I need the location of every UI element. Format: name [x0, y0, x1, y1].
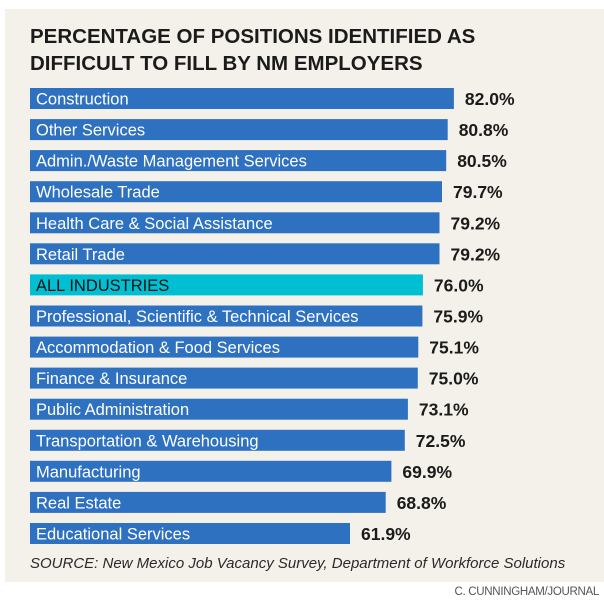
bar: [30, 150, 447, 172]
bar: [30, 523, 350, 544]
value-label: 72.5%: [416, 431, 466, 451]
category-label: Real Estate: [36, 494, 121, 512]
bar: [30, 181, 442, 203]
bar: [30, 119, 448, 141]
bar-row: Retail Trade 79.2%: [30, 243, 501, 264]
category-label: Manufacturing: [36, 463, 141, 481]
bar: [30, 460, 392, 482]
bar-row: ALL INDUSTRIES 76.0%: [30, 274, 484, 296]
source-note: SOURCE: New Mexico Job Vacancy Survey, D…: [30, 555, 566, 572]
value-label: 68.8%: [397, 493, 447, 513]
value-label: 79.2%: [451, 244, 501, 264]
bar-row: Transportation & Warehousing 72.5%: [30, 429, 466, 451]
category-label: Admin./Waste Management Services: [36, 153, 307, 171]
bar: [30, 88, 454, 109]
bar-row: Wholesale Trade 79.7%: [30, 181, 503, 203]
chart-title-line-2: DIFFICULT TO FILL BY NM EMPLOYERS: [30, 52, 423, 75]
value-label: 80.8%: [459, 120, 509, 140]
bar: [30, 336, 419, 358]
category-label: ALL INDUSTRIES: [36, 277, 169, 295]
bar: [30, 305, 423, 327]
bar: [30, 367, 418, 389]
bar-row: Public Administration 73.1%: [30, 398, 469, 420]
value-label: 76.0%: [434, 275, 484, 295]
category-label: Health Care & Social Assistance: [36, 215, 273, 233]
bar-row: Manufacturing 69.9%: [30, 460, 452, 482]
bar-row: Accommodation & Food Services 75.1%: [30, 336, 479, 358]
category-label: Professional, Scientific & Technical Ser…: [36, 308, 359, 326]
chart-title: PERCENTAGE OF POSITIONS IDENTIFIED AS DI…: [30, 23, 475, 77]
chart-title-line-1: PERCENTAGE OF POSITIONS IDENTIFIED AS: [30, 25, 476, 48]
credit-line: C. CUNNINGHAM/JOURNAL: [454, 586, 600, 598]
bar: [30, 398, 408, 420]
bar-row: Admin./Waste Management Services 80.5%: [30, 150, 507, 172]
bar-row: Other Services 80.8%: [30, 119, 509, 141]
bar: [30, 491, 386, 513]
bar-row: Finance & Insurance 75.0%: [30, 367, 479, 389]
value-label: 61.9%: [361, 524, 411, 544]
category-label: Public Administration: [36, 401, 189, 419]
category-label: Other Services: [36, 122, 145, 140]
bar-all-industries: [30, 274, 423, 296]
bar-row: Real Estate 68.8%: [30, 491, 447, 513]
category-label: Finance & Insurance: [36, 370, 187, 388]
category-label: Educational Services: [36, 526, 190, 544]
bar: [30, 243, 440, 265]
bar: [30, 429, 405, 451]
bar-row: Educational Services 61.9%: [30, 523, 411, 544]
bar-row: Professional, Scientific & Technical Ser…: [30, 305, 483, 327]
value-label: 79.2%: [451, 213, 501, 233]
category-label: Transportation & Warehousing: [36, 432, 259, 450]
value-label: 79.7%: [453, 182, 503, 202]
value-label: 75.0%: [429, 369, 479, 389]
category-label: Accommodation & Food Services: [36, 339, 280, 357]
value-label: 75.1%: [429, 338, 479, 358]
bar-chart: Construction 82.0% Other Services 80.8% Admi…: [30, 88, 515, 544]
value-label: 82.0%: [465, 89, 515, 109]
category-label: Construction: [36, 91, 129, 109]
category-label: Retail Trade: [36, 246, 125, 264]
bar-row: Health Care & Social Assistance 79.2%: [30, 212, 501, 234]
bar-row: Construction 82.0%: [30, 88, 515, 109]
category-label: Wholesale Trade: [36, 184, 160, 202]
bar: [30, 212, 440, 234]
value-label: 73.1%: [419, 400, 469, 420]
value-label: 80.5%: [457, 151, 507, 171]
value-label: 69.9%: [402, 462, 452, 482]
value-label: 75.9%: [433, 307, 483, 327]
